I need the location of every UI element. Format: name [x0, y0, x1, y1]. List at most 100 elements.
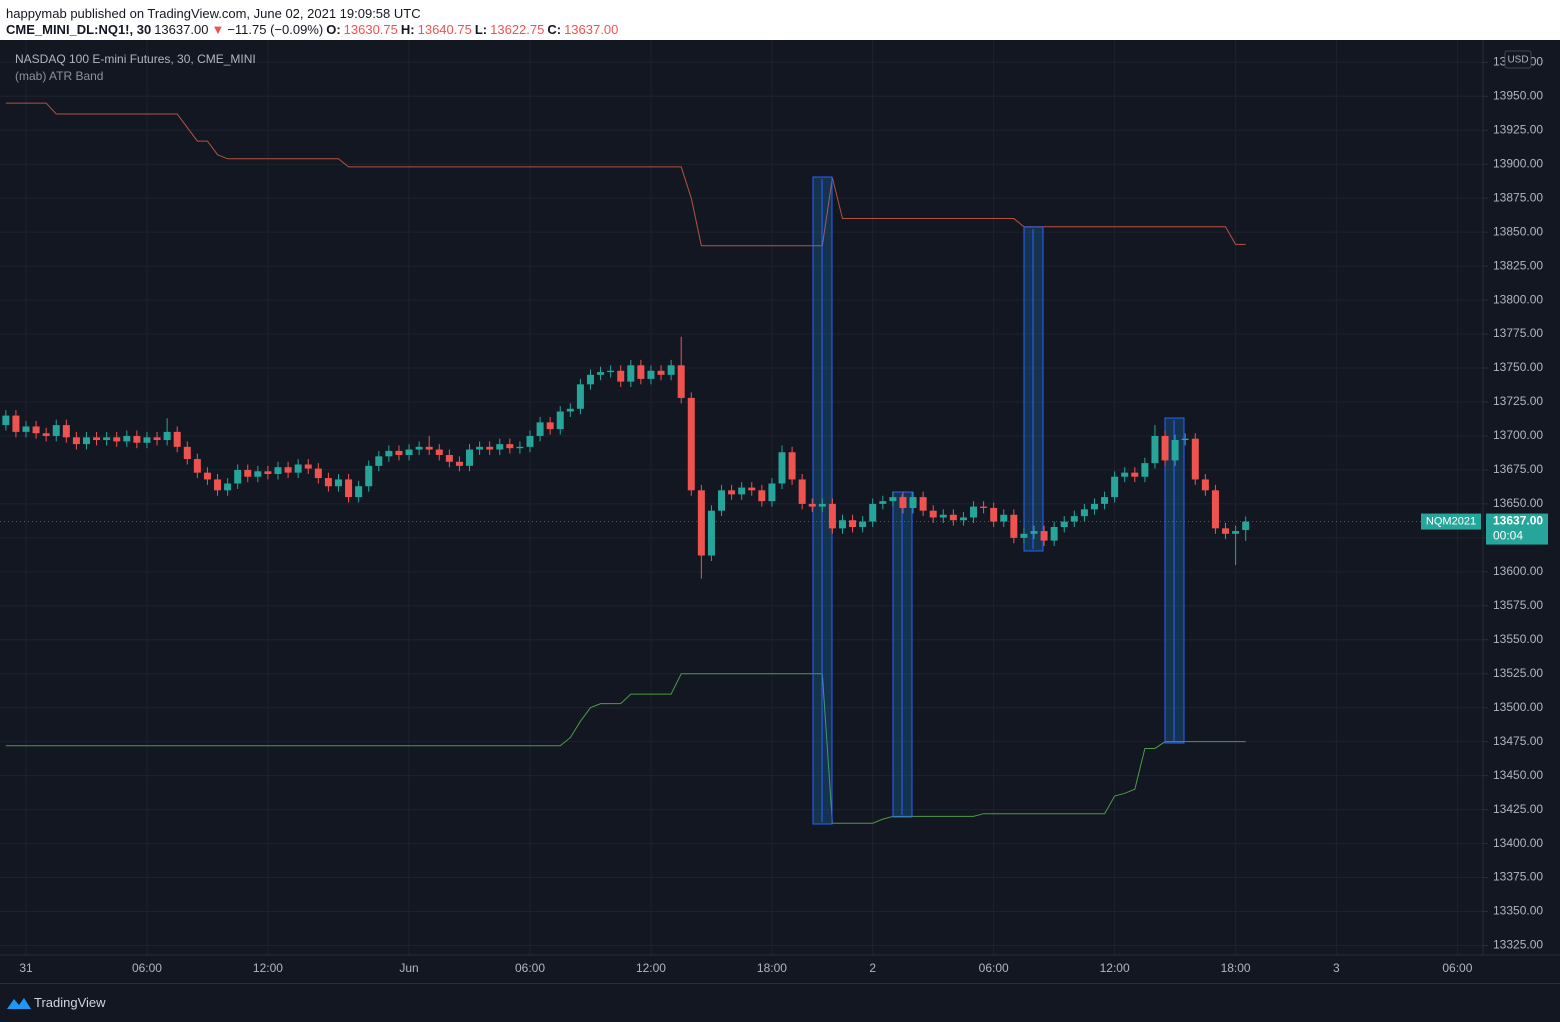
- candle-body: [990, 507, 998, 522]
- y-tick-label: 13950.00: [1493, 88, 1543, 102]
- candle-body: [506, 444, 514, 449]
- h-label: H:: [400, 22, 415, 37]
- candle-body: [1222, 528, 1230, 534]
- candle-body: [12, 415, 20, 432]
- chart-title: NASDAQ 100 E-mini Futures, 30, CME_MINI: [15, 52, 256, 66]
- candle-body: [163, 431, 171, 441]
- candle-body: [798, 479, 806, 504]
- candle-body: [516, 446, 524, 449]
- y-tick-label: 13825.00: [1493, 258, 1543, 272]
- candle-body: [264, 471, 272, 475]
- candle-body: [1010, 514, 1018, 538]
- candle-body: [869, 503, 877, 522]
- candle-body: [103, 437, 111, 441]
- candle-body: [1171, 440, 1179, 461]
- candle-body: [2, 415, 10, 426]
- candle-body: [183, 446, 191, 460]
- y-tick-label: 13600.00: [1493, 564, 1543, 578]
- candle-body: [889, 497, 897, 502]
- brand: TradingView: [34, 995, 106, 1010]
- upper-band: [5, 102, 1246, 247]
- candle-body: [62, 425, 70, 438]
- candle-body: [627, 365, 635, 382]
- candle-body: [425, 446, 433, 450]
- candle-body: [1020, 533, 1028, 538]
- y-tick-label: 13450.00: [1493, 768, 1543, 782]
- l: 13622.75: [490, 22, 545, 37]
- candle-body: [435, 449, 443, 455]
- symbol-label: NQM2021: [1426, 515, 1476, 527]
- candle-body: [828, 503, 836, 529]
- y-tick-label: 13475.00: [1493, 734, 1543, 748]
- candle-body: [133, 435, 141, 443]
- price-box: [1486, 513, 1548, 545]
- candle-body: [274, 467, 282, 475]
- candle-body: [1181, 438, 1189, 441]
- candle-body: [1050, 526, 1058, 541]
- candle-body: [647, 370, 655, 379]
- candle-body: [214, 479, 222, 491]
- candle-body: [193, 459, 201, 473]
- candle-body: [52, 425, 60, 436]
- candle-body: [1060, 521, 1068, 527]
- y-tick-label: 13575.00: [1493, 598, 1543, 612]
- candle-body: [1141, 463, 1149, 477]
- candle-body: [1040, 531, 1048, 541]
- candle-body: [1232, 531, 1240, 534]
- candle-body: [687, 397, 695, 491]
- y-tick-label: 13775.00: [1493, 326, 1543, 340]
- candle-body: [304, 464, 312, 469]
- candle-body: [1201, 479, 1209, 491]
- o: 13630.75: [343, 22, 398, 37]
- candle-body: [728, 490, 736, 495]
- y-tick-label: 13925.00: [1493, 122, 1543, 136]
- candle-body: [677, 365, 685, 398]
- candle-body: [929, 510, 937, 518]
- y-tick-label: 13700.00: [1493, 428, 1543, 442]
- drawings: [812, 176, 1185, 825]
- candle-body: [153, 437, 161, 441]
- candle-body: [586, 374, 594, 385]
- x-tick-label: 2: [869, 961, 876, 975]
- candle-body: [849, 520, 857, 527]
- candle-body: [778, 452, 786, 484]
- x-tick-label: Jun: [399, 961, 418, 975]
- candle-body: [576, 384, 584, 409]
- symbol-line: CME_MINI_DL:NQ1!, 30 13637.00 ▼ −11.75 (−0.…: [6, 22, 621, 37]
- y-tick-label: 13525.00: [1493, 666, 1543, 680]
- candle-body: [1030, 531, 1038, 534]
- candle-body: [415, 446, 423, 450]
- candle-body: [455, 461, 463, 466]
- x-tick-label: 06:00: [979, 961, 1009, 975]
- publisher: happymab published on TradingView.com, J…: [6, 6, 421, 21]
- logo: [7, 998, 31, 1009]
- candle-body: [556, 411, 564, 430]
- arrow: ▼: [211, 22, 225, 37]
- y-tick-label: 13750.00: [1493, 360, 1543, 374]
- candle-body: [345, 479, 353, 498]
- symbol-box: [1421, 513, 1481, 530]
- footer: TradingView: [0, 983, 1560, 1022]
- x-tick-label: 06:00: [1442, 961, 1472, 975]
- candle-body: [1211, 490, 1219, 529]
- candle-body: [82, 437, 90, 445]
- candle-body: [1080, 509, 1088, 517]
- y-axis-bg: [1483, 40, 1560, 983]
- x-tick-label: 06:00: [132, 961, 162, 975]
- currency-box: [1504, 50, 1532, 69]
- logo-shape: [7, 998, 31, 1009]
- candle-body: [42, 433, 50, 436]
- candle-body: [405, 449, 413, 455]
- y-tick-label: 13550.00: [1493, 632, 1543, 646]
- candle-body: [718, 490, 726, 511]
- y-tick-label: 13425.00: [1493, 802, 1543, 816]
- candle-body: [93, 437, 101, 441]
- candle-body: [324, 478, 332, 487]
- x-tick-label: 12:00: [253, 961, 283, 975]
- candle-body: [334, 479, 342, 487]
- candle-body: [1161, 435, 1169, 461]
- candle-body: [1151, 435, 1159, 464]
- candle-body: [546, 422, 554, 430]
- currency: USD: [1507, 55, 1528, 66]
